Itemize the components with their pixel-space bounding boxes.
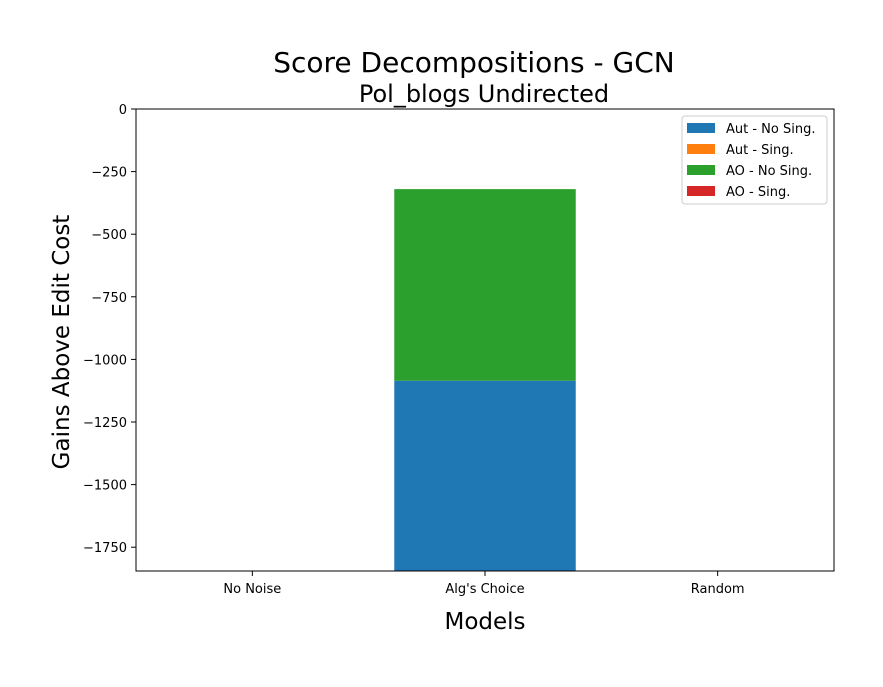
y-axis: 0 −250 −500 −750 −1000 −1250 −1500 −1750 xyxy=(83,103,136,556)
legend-swatch xyxy=(687,165,715,175)
y-tick-label: −1000 xyxy=(83,353,127,368)
y-tick-label: −1750 xyxy=(83,541,127,556)
y-tick-label: −750 xyxy=(91,291,127,306)
legend: Aut - No Sing. Aut - Sing. AO - No Sing. AO… xyxy=(681,115,828,205)
legend-label: AO - No Sing. xyxy=(726,164,812,179)
x-axis-label: Models xyxy=(444,609,525,635)
legend-box xyxy=(681,115,828,205)
legend-label: AO - Sing. xyxy=(726,185,790,200)
legend-swatch xyxy=(687,123,715,133)
x-tick-label: No Noise xyxy=(223,582,281,597)
bar-segment xyxy=(394,380,576,571)
legend-label: Aut - No Sing. xyxy=(726,122,815,137)
y-axis-label: Gains Above Edit Cost xyxy=(49,215,75,470)
x-tick-label: Random xyxy=(691,582,745,597)
x-tick-label: Alg's Choice xyxy=(445,582,524,597)
chart-title: Score Decompositions - GCN xyxy=(273,46,675,79)
bar-segment xyxy=(394,189,576,381)
bars-layer xyxy=(394,189,576,571)
legend-label: Aut - Sing. xyxy=(726,143,794,158)
legend-swatch xyxy=(687,144,715,154)
y-tick-label: 0 xyxy=(119,103,127,118)
x-axis: No Noise Alg's Choice Random xyxy=(223,571,745,597)
y-tick-label: −1250 xyxy=(83,416,127,431)
chart-subtitle: Pol_blogs Undirected xyxy=(359,80,609,108)
y-tick-label: −500 xyxy=(91,228,127,243)
y-tick-label: −250 xyxy=(91,166,127,181)
y-tick-label: −1500 xyxy=(83,479,127,494)
legend-swatch xyxy=(687,186,715,196)
